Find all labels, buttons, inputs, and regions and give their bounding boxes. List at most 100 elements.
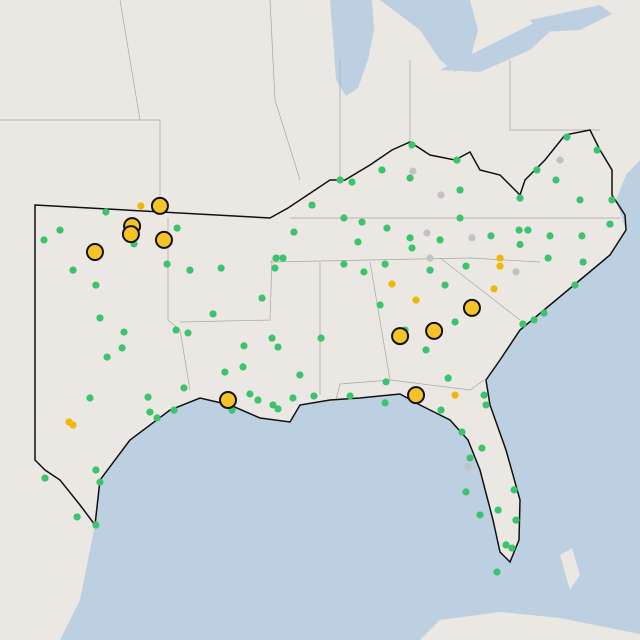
site-marker[interactable] [381,260,389,268]
site-marker[interactable] [184,329,192,337]
site-marker[interactable] [382,378,390,386]
site-marker[interactable] [103,353,111,361]
site-marker[interactable] [606,220,614,228]
site-marker[interactable] [593,146,601,154]
site-marker[interactable] [73,513,81,521]
site-marker[interactable] [490,285,498,293]
site-marker[interactable] [240,342,248,350]
site-marker[interactable] [441,281,449,289]
site-marker[interactable] [246,390,254,398]
site-marker[interactable] [576,196,584,204]
site-marker[interactable] [519,320,527,328]
site-marker-large[interactable] [154,230,173,249]
site-marker[interactable] [426,266,434,274]
site-marker[interactable] [456,186,464,194]
site-marker[interactable] [271,264,279,272]
site-marker[interactable] [137,202,145,210]
site-marker[interactable] [336,176,344,184]
site-marker[interactable] [436,236,444,244]
site-marker-large[interactable] [150,196,169,215]
site-marker[interactable] [552,176,560,184]
site-marker[interactable] [69,421,77,429]
site-marker[interactable] [378,166,386,174]
site-marker[interactable] [578,232,586,240]
site-marker[interactable] [269,401,277,409]
site-marker[interactable] [221,368,229,376]
site-marker[interactable] [92,281,100,289]
site-marker[interactable] [437,191,445,199]
site-marker[interactable] [464,463,472,471]
site-marker[interactable] [163,260,171,268]
site-marker[interactable] [69,266,77,274]
site-marker[interactable] [563,133,571,141]
site-marker-large[interactable] [391,327,410,346]
site-marker[interactable] [462,488,470,496]
site-marker[interactable] [512,268,520,276]
site-marker[interactable] [540,309,548,317]
site-marker[interactable] [239,363,247,371]
site-marker[interactable] [608,196,616,204]
site-marker[interactable] [144,393,152,401]
site-marker[interactable] [444,374,452,382]
site-marker[interactable] [346,392,354,400]
site-marker[interactable] [466,454,474,462]
site-marker[interactable] [476,511,484,519]
site-marker[interactable] [546,232,554,240]
site-marker[interactable] [274,343,282,351]
site-marker[interactable] [579,258,587,266]
site-marker[interactable] [412,296,420,304]
site-marker[interactable] [381,399,389,407]
site-marker[interactable] [268,334,276,342]
site-marker[interactable] [354,238,362,246]
site-marker[interactable] [217,264,225,272]
site-marker[interactable] [92,521,100,529]
site-marker[interactable] [482,401,490,409]
site-marker[interactable] [102,208,110,216]
site-marker[interactable] [409,167,417,175]
site-marker[interactable] [317,334,325,342]
site-marker[interactable] [508,544,516,552]
site-marker-large[interactable] [425,321,444,340]
site-marker[interactable] [388,280,396,288]
site-marker-large[interactable] [121,225,140,244]
site-marker[interactable] [408,244,416,252]
site-marker[interactable] [530,316,538,324]
site-marker[interactable] [153,414,161,422]
site-marker-large[interactable] [462,298,481,317]
site-marker[interactable] [308,201,316,209]
site-marker-large[interactable] [219,391,238,410]
site-marker[interactable] [533,166,541,174]
site-marker[interactable] [487,232,495,240]
site-marker[interactable] [515,226,523,234]
site-marker[interactable] [86,394,94,402]
site-marker[interactable] [426,254,434,262]
site-marker[interactable] [422,346,430,354]
site-marker[interactable] [437,406,445,414]
site-marker[interactable] [512,516,520,524]
site-marker[interactable] [451,391,459,399]
site-marker[interactable] [556,156,564,164]
site-marker[interactable] [493,568,501,576]
site-marker[interactable] [340,214,348,222]
site-marker[interactable] [502,541,510,549]
site-marker[interactable] [173,224,181,232]
site-marker[interactable] [496,262,504,270]
site-marker[interactable] [458,428,466,436]
site-marker[interactable] [496,254,504,262]
site-marker[interactable] [172,326,180,334]
site-marker-large[interactable] [407,386,426,405]
site-marker[interactable] [360,268,368,276]
site-marker[interactable] [186,266,194,274]
site-marker[interactable] [456,214,464,222]
site-marker-large[interactable] [85,243,104,261]
site-marker[interactable] [468,234,476,242]
site-marker[interactable] [40,236,48,244]
site-marker[interactable] [494,506,502,514]
site-marker[interactable] [462,262,470,270]
site-marker[interactable] [480,391,488,399]
site-marker[interactable] [451,318,459,326]
site-marker[interactable] [41,474,49,482]
site-marker[interactable] [96,314,104,322]
site-marker[interactable] [290,228,298,236]
site-marker[interactable] [296,371,304,379]
